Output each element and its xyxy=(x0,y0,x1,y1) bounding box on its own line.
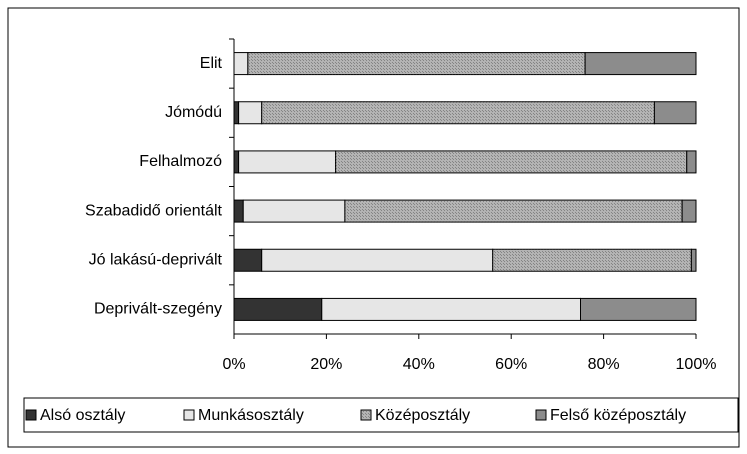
bar-segment xyxy=(580,297,697,321)
chart-border xyxy=(7,7,740,448)
x-tick-label: 0% xyxy=(222,356,245,373)
y-tick-label: Jó lakású-deprivált xyxy=(89,251,223,268)
bar-hatch xyxy=(247,52,586,75)
x-tick-label: 60% xyxy=(495,356,527,373)
bar-segment xyxy=(653,101,697,125)
legend-swatch xyxy=(535,409,547,421)
bar-segment xyxy=(242,199,346,223)
bar-segment xyxy=(261,248,494,272)
legend-label: Felső középosztály xyxy=(550,407,686,424)
bar-hatch xyxy=(335,150,687,173)
bar-segment xyxy=(233,101,240,125)
y-tick-label: Deprivált-szegény xyxy=(94,301,222,318)
bar-segment xyxy=(321,297,581,321)
bar-segment xyxy=(233,248,263,272)
y-tick-label: Szabadidő orientált xyxy=(85,202,223,219)
y-tick-label: Elit xyxy=(200,55,223,72)
legend-swatch xyxy=(183,409,195,421)
legend-hatch xyxy=(361,410,371,420)
legend-swatch xyxy=(25,409,37,421)
legend-label: Alsó osztály xyxy=(40,407,125,424)
bar-segment xyxy=(233,199,244,223)
legend-box xyxy=(23,397,739,433)
x-tick-label: 80% xyxy=(588,356,620,373)
bar-hatch xyxy=(344,200,683,223)
y-tick-label: Felhalmozó xyxy=(139,153,222,170)
bar-segment xyxy=(238,101,263,125)
bar-hatch xyxy=(261,101,655,124)
bar-segment xyxy=(233,150,240,174)
bar-segment xyxy=(681,199,697,223)
y-tick-label: Jómódú xyxy=(165,104,222,121)
legend-label: Munkásosztály xyxy=(198,407,304,424)
legend-label: Középosztály xyxy=(375,407,470,424)
x-tick-label: 20% xyxy=(310,356,342,373)
bar-segment xyxy=(584,52,697,76)
bar-segment xyxy=(238,150,337,174)
bar-segment xyxy=(233,52,249,76)
bar-segment xyxy=(233,297,323,321)
bar-segment xyxy=(690,248,697,272)
bar-hatch xyxy=(492,249,692,272)
x-tick-label: 40% xyxy=(403,356,435,373)
bar-segment xyxy=(686,150,697,174)
x-tick-label: 100% xyxy=(676,356,717,373)
